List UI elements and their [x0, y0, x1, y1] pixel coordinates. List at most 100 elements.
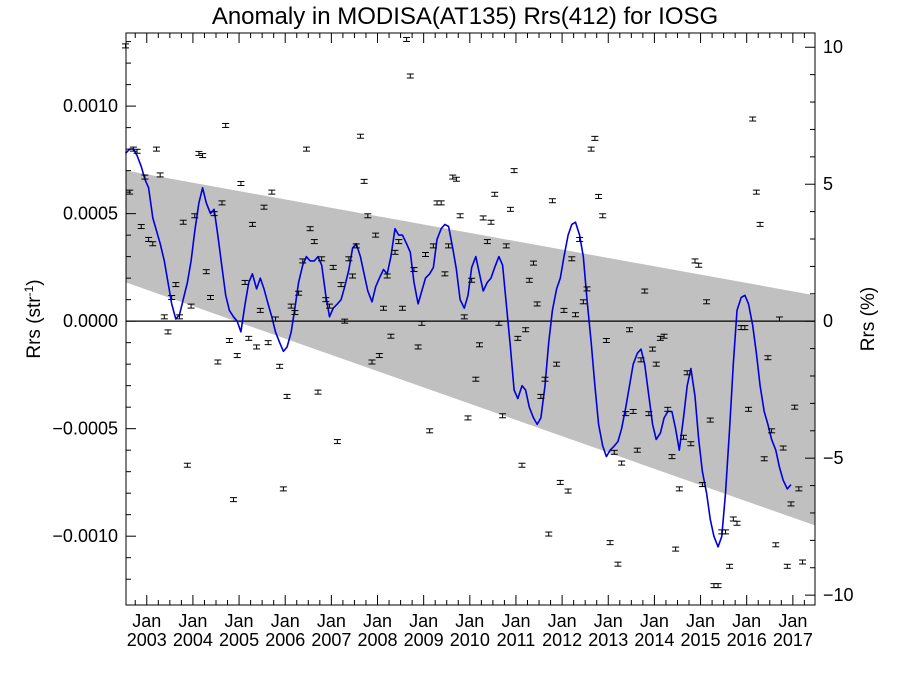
data-point: [587, 146, 595, 152]
data-point: [645, 411, 653, 417]
data-point: [299, 258, 307, 264]
data-point: [256, 307, 264, 313]
data-point: [380, 305, 388, 311]
x-tick-year-label: 2017: [773, 630, 813, 650]
y-tick-label: −0.0010: [52, 526, 118, 546]
data-point: [260, 204, 268, 210]
x-axis: Jan2003Jan2004Jan2005Jan2006Jan2007Jan20…: [127, 33, 813, 650]
data-point: [595, 193, 603, 199]
data-point: [230, 497, 238, 503]
data-point: [375, 353, 383, 359]
data-point: [721, 529, 729, 535]
data-point: [775, 316, 783, 322]
data-point: [276, 363, 284, 369]
data-point: [345, 256, 353, 262]
data-point: [268, 189, 276, 195]
data-point: [495, 320, 503, 326]
data-point: [452, 176, 460, 182]
y-axis-left-label-sup: -1: [22, 285, 36, 296]
data-point: [403, 36, 411, 42]
data-point: [641, 288, 649, 294]
data-point: [225, 338, 233, 344]
y-right-tick-label: −10: [823, 585, 854, 605]
trend-band-area: [126, 170, 815, 526]
data-point: [656, 335, 664, 341]
data-point: [329, 264, 337, 270]
data-point: [179, 219, 187, 225]
x-tick-month-label: Jan: [132, 611, 161, 631]
data-point: [245, 335, 253, 341]
data-point: [502, 243, 510, 249]
data-point: [406, 73, 414, 79]
y-axis-left: 0.0010 0.0005 0.0000 −0.0005 −0.0010: [52, 41, 136, 580]
data-point: [449, 174, 457, 180]
y-right-tick-label: −5: [823, 448, 844, 468]
data-point: [133, 148, 141, 154]
data-point: [548, 198, 556, 204]
data-point: [314, 389, 322, 395]
data-point: [191, 213, 199, 219]
data-point: [352, 243, 360, 249]
data-point: [210, 211, 218, 217]
data-point: [510, 168, 518, 174]
y-axis-right: 10 5 0 −5 −10: [805, 37, 854, 605]
data-point: [322, 297, 330, 303]
data-point: [318, 256, 326, 262]
data-point: [199, 153, 207, 159]
data-point: [410, 267, 418, 273]
data-point: [383, 273, 391, 279]
data-point: [475, 342, 483, 348]
data-point: [745, 406, 753, 412]
data-point: [679, 434, 687, 440]
x-tick-month-label: Jan: [455, 611, 484, 631]
data-point: [622, 411, 630, 417]
data-point: [602, 338, 610, 344]
data-point: [464, 415, 472, 421]
data-point: [233, 353, 241, 359]
data-point: [172, 282, 180, 288]
data-point: [756, 221, 764, 227]
data-point: [649, 346, 657, 352]
data-point: [576, 236, 584, 242]
x-tick-year-label: 2008: [357, 630, 397, 650]
data-point: [168, 294, 176, 300]
data-point: [783, 563, 791, 569]
data-point: [460, 314, 468, 320]
data-point: [302, 146, 310, 152]
data-point: [772, 542, 780, 548]
x-tick-year-label: 2003: [127, 630, 167, 650]
data-point: [749, 116, 757, 122]
data-point: [202, 269, 210, 275]
data-point: [799, 559, 807, 565]
data-point: [187, 303, 195, 309]
data-point: [625, 327, 633, 333]
data-point: [675, 486, 683, 492]
x-tick-year-label: 2014: [634, 630, 674, 650]
x-tick-month-label: Jan: [409, 611, 438, 631]
data-point: [333, 439, 341, 445]
data-point: [583, 286, 591, 292]
data-point: [506, 206, 514, 212]
data-point: [533, 301, 541, 307]
data-point: [222, 122, 230, 128]
data-point: [368, 359, 376, 365]
data-point: [568, 256, 576, 262]
data-point: [214, 359, 222, 365]
data-point: [129, 146, 137, 152]
data-point: [279, 486, 287, 492]
data-point: [152, 146, 160, 152]
data-point: [160, 314, 168, 320]
data-point: [248, 221, 256, 227]
y-right-tick-label: 10: [823, 37, 843, 57]
x-tick-month-label: Jan: [594, 611, 623, 631]
data-point: [518, 462, 526, 468]
x-tick-year-label: 2012: [542, 630, 582, 650]
data-points: [122, 36, 807, 589]
x-tick-month-label: Jan: [640, 611, 669, 631]
x-tick-month-label: Jan: [271, 611, 300, 631]
y-tick-label: 0.0010: [63, 96, 118, 116]
data-point: [633, 447, 641, 453]
data-point: [422, 251, 430, 257]
data-point: [164, 329, 172, 335]
data-point: [614, 561, 622, 567]
